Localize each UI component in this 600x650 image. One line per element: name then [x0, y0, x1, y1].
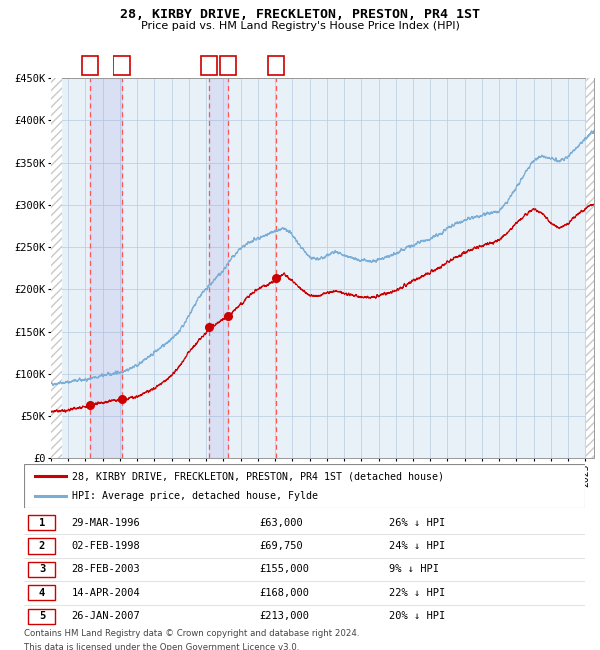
- Text: £213,000: £213,000: [260, 611, 310, 621]
- Text: 4: 4: [39, 588, 45, 598]
- Text: 26-JAN-2007: 26-JAN-2007: [71, 611, 140, 621]
- Text: This data is licensed under the Open Government Licence v3.0.: This data is licensed under the Open Gov…: [24, 644, 299, 650]
- FancyBboxPatch shape: [28, 538, 55, 554]
- Text: 4: 4: [225, 60, 231, 71]
- Text: £69,750: £69,750: [260, 541, 304, 551]
- Text: 5: 5: [274, 60, 279, 71]
- Text: £168,000: £168,000: [260, 588, 310, 598]
- Text: £63,000: £63,000: [260, 517, 304, 528]
- FancyBboxPatch shape: [113, 57, 130, 75]
- FancyBboxPatch shape: [201, 57, 217, 75]
- Bar: [209, 78, 228, 458]
- Text: 2: 2: [39, 541, 45, 551]
- Text: 24% ↓ HPI: 24% ↓ HPI: [389, 541, 445, 551]
- FancyBboxPatch shape: [82, 57, 98, 75]
- Text: 22% ↓ HPI: 22% ↓ HPI: [389, 588, 445, 598]
- FancyBboxPatch shape: [24, 464, 585, 508]
- Bar: [51, 78, 62, 458]
- FancyBboxPatch shape: [28, 608, 55, 624]
- Text: 26% ↓ HPI: 26% ↓ HPI: [389, 517, 445, 528]
- Text: 1: 1: [86, 60, 92, 71]
- Text: HPI: Average price, detached house, Fylde: HPI: Average price, detached house, Fyld…: [71, 491, 317, 501]
- Text: 28, KIRBY DRIVE, FRECKLETON, PRESTON, PR4 1ST: 28, KIRBY DRIVE, FRECKLETON, PRESTON, PR…: [120, 8, 480, 21]
- FancyBboxPatch shape: [28, 562, 55, 577]
- Text: Price paid vs. HM Land Registry's House Price Index (HPI): Price paid vs. HM Land Registry's House …: [140, 21, 460, 31]
- Text: 1: 1: [39, 517, 45, 528]
- Text: 5: 5: [39, 611, 45, 621]
- Bar: [586, 78, 595, 458]
- Text: 02-FEB-1998: 02-FEB-1998: [71, 541, 140, 551]
- Text: 29-MAR-1996: 29-MAR-1996: [71, 517, 140, 528]
- Text: 28-FEB-2003: 28-FEB-2003: [71, 564, 140, 575]
- Text: 28, KIRBY DRIVE, FRECKLETON, PRESTON, PR4 1ST (detached house): 28, KIRBY DRIVE, FRECKLETON, PRESTON, PR…: [71, 471, 443, 481]
- FancyBboxPatch shape: [268, 57, 284, 75]
- FancyBboxPatch shape: [28, 515, 55, 530]
- Text: 3: 3: [206, 60, 212, 71]
- Text: Contains HM Land Registry data © Crown copyright and database right 2024.: Contains HM Land Registry data © Crown c…: [24, 629, 359, 638]
- Text: £155,000: £155,000: [260, 564, 310, 575]
- Text: 14-APR-2004: 14-APR-2004: [71, 588, 140, 598]
- Text: 3: 3: [39, 564, 45, 575]
- Text: 9% ↓ HPI: 9% ↓ HPI: [389, 564, 439, 575]
- FancyBboxPatch shape: [220, 57, 236, 75]
- Bar: [89, 78, 122, 458]
- Text: 20% ↓ HPI: 20% ↓ HPI: [389, 611, 445, 621]
- FancyBboxPatch shape: [28, 585, 55, 601]
- Text: 2: 2: [119, 60, 124, 71]
